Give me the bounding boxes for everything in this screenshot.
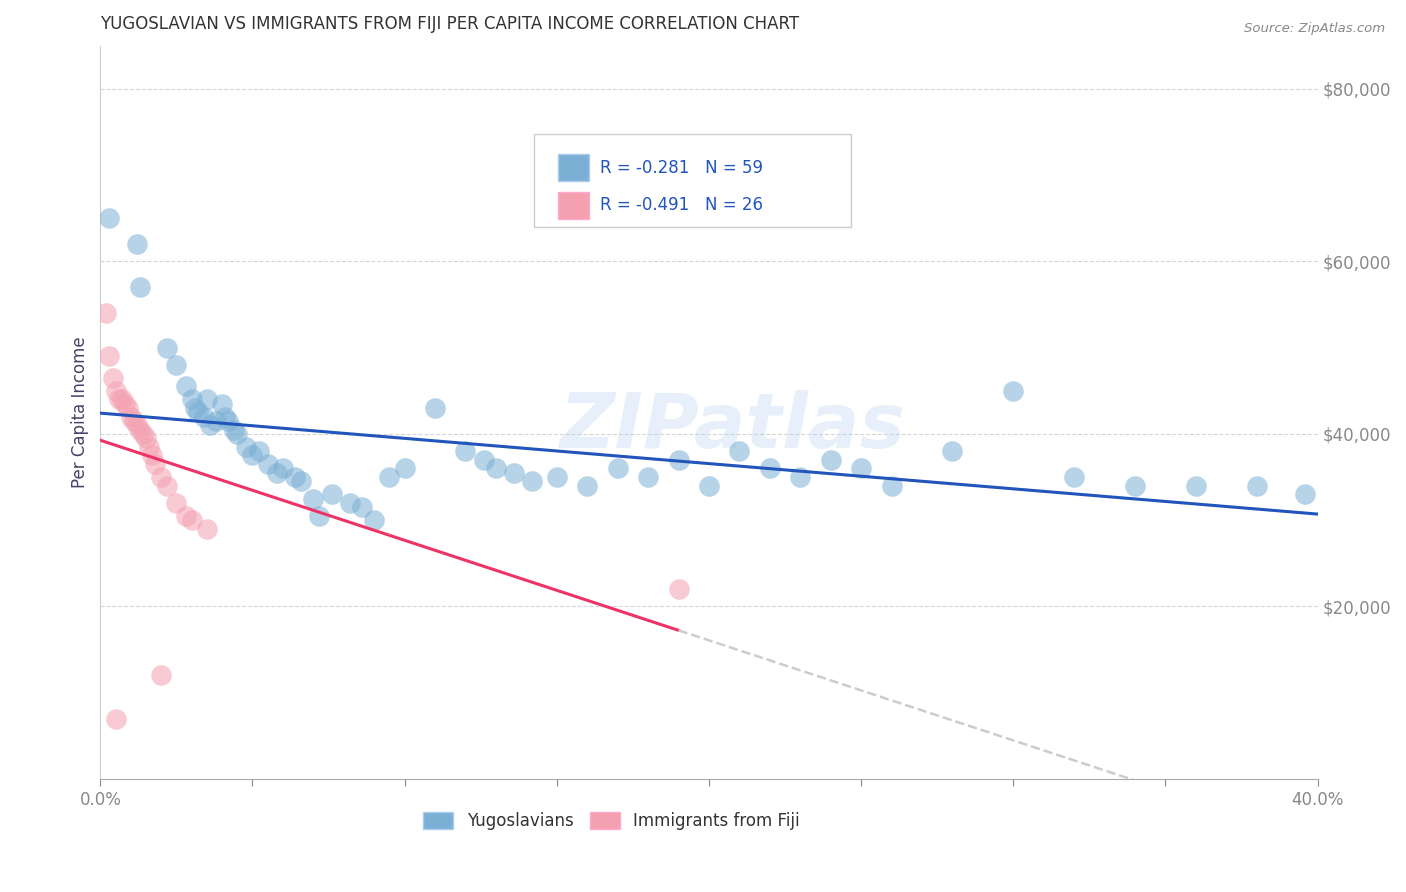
Point — [187, 405, 209, 419]
Point — [576, 478, 599, 492]
Text: R = -0.491   N = 26: R = -0.491 N = 26 — [600, 196, 763, 214]
Point — [789, 470, 811, 484]
Point — [174, 379, 197, 393]
Point — [125, 237, 148, 252]
Point — [302, 491, 325, 506]
Point — [180, 392, 202, 407]
Point — [290, 475, 312, 489]
Point — [235, 440, 257, 454]
Point — [820, 452, 842, 467]
Point — [129, 423, 152, 437]
Point — [697, 478, 720, 492]
Point — [284, 470, 307, 484]
Point — [180, 513, 202, 527]
Legend: Yugoslavians, Immigrants from Fiji: Yugoslavians, Immigrants from Fiji — [416, 805, 807, 837]
Point — [135, 431, 157, 445]
Text: ZIPatlas: ZIPatlas — [560, 390, 907, 464]
Point — [849, 461, 872, 475]
Point — [242, 449, 264, 463]
Point — [378, 470, 401, 484]
Point — [156, 341, 179, 355]
Point — [350, 500, 373, 515]
Point — [174, 508, 197, 523]
Point — [150, 668, 173, 682]
Point — [1002, 384, 1025, 398]
Point — [195, 392, 218, 407]
Text: R = -0.281   N = 59: R = -0.281 N = 59 — [600, 159, 763, 177]
Point — [141, 449, 163, 463]
Point — [96, 306, 118, 320]
Point — [1294, 487, 1316, 501]
Point — [193, 409, 215, 424]
Point — [183, 401, 205, 415]
Point — [132, 426, 155, 441]
Point — [120, 409, 142, 424]
Point — [143, 457, 166, 471]
Point — [98, 349, 121, 363]
Point — [195, 522, 218, 536]
Point — [114, 397, 136, 411]
Point — [198, 418, 221, 433]
Point — [125, 418, 148, 433]
Point — [111, 392, 134, 407]
Point — [423, 401, 446, 415]
Point — [122, 414, 145, 428]
Point — [98, 211, 121, 226]
Point — [637, 470, 659, 484]
Point — [104, 384, 127, 398]
Point — [247, 444, 270, 458]
Point — [668, 582, 690, 596]
Point — [546, 470, 568, 484]
Point — [321, 487, 343, 501]
Point — [138, 440, 160, 454]
Point — [941, 444, 963, 458]
Point — [101, 371, 124, 385]
Point — [454, 444, 477, 458]
Point — [880, 478, 903, 492]
Point — [117, 401, 139, 415]
Point — [150, 470, 173, 484]
Point — [129, 280, 152, 294]
Point — [339, 496, 361, 510]
Point — [211, 397, 233, 411]
Point — [503, 466, 526, 480]
Point — [266, 466, 288, 480]
Point — [1123, 478, 1146, 492]
Text: YUGOSLAVIAN VS IMMIGRANTS FROM FIJI PER CAPITA INCOME CORRELATION CHART: YUGOSLAVIAN VS IMMIGRANTS FROM FIJI PER … — [100, 15, 800, 33]
Point — [271, 461, 294, 475]
Point — [226, 426, 249, 441]
Point — [1063, 470, 1085, 484]
Point — [606, 461, 628, 475]
Point — [1246, 478, 1268, 492]
Point — [256, 457, 278, 471]
Point — [107, 392, 129, 407]
Point — [308, 508, 330, 523]
Point — [728, 444, 751, 458]
Point — [165, 496, 187, 510]
Point — [363, 513, 385, 527]
Point — [217, 414, 239, 428]
Point — [224, 423, 246, 437]
Point — [205, 414, 228, 428]
Point — [668, 452, 690, 467]
Text: Source: ZipAtlas.com: Source: ZipAtlas.com — [1244, 22, 1385, 36]
Point — [1184, 478, 1206, 492]
Point — [214, 409, 236, 424]
Point — [472, 452, 495, 467]
Point — [165, 358, 187, 372]
Y-axis label: Per Capita Income: Per Capita Income — [72, 336, 89, 488]
Point — [759, 461, 782, 475]
Point — [394, 461, 416, 475]
Point — [522, 475, 544, 489]
Point — [104, 712, 127, 726]
Point — [485, 461, 508, 475]
Point — [156, 478, 179, 492]
